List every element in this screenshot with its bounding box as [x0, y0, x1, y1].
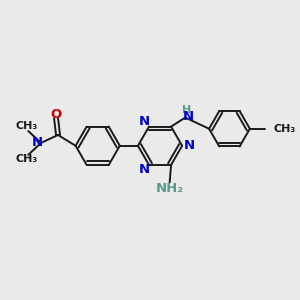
Text: NH₂: NH₂	[156, 182, 184, 195]
Text: CH₃: CH₃	[16, 154, 38, 164]
Text: O: O	[50, 107, 62, 121]
Text: N: N	[183, 110, 194, 124]
Text: N: N	[32, 136, 43, 149]
Text: N: N	[184, 139, 195, 152]
Text: CH₃: CH₃	[16, 122, 38, 131]
Text: N: N	[139, 115, 150, 128]
Text: N: N	[139, 163, 150, 176]
Text: CH₃: CH₃	[273, 124, 296, 134]
Text: H: H	[182, 105, 191, 115]
